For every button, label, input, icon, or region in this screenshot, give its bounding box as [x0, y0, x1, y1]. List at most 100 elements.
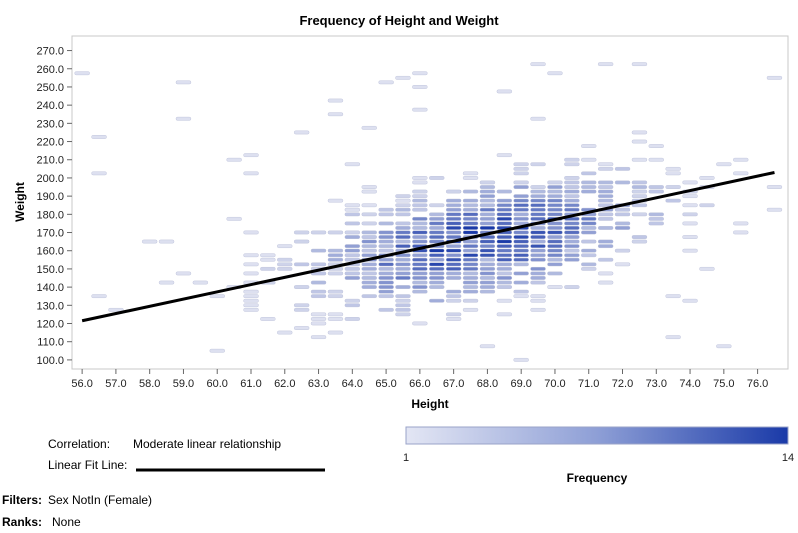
heatmap-cell — [733, 221, 749, 226]
heatmap-cell — [395, 239, 411, 244]
x-tick-label: 58.0 — [139, 378, 160, 390]
heatmap-cell — [260, 317, 276, 321]
y-tick-label: 100.0 — [36, 355, 64, 367]
chart-title: Frequency of Height and Weight — [299, 13, 499, 28]
heatmap-cell — [361, 294, 377, 298]
heatmap-cell — [479, 289, 496, 294]
plot-area-frame — [71, 35, 789, 370]
heatmap-cell — [462, 221, 479, 226]
heatmap-cell — [682, 298, 698, 303]
heatmap-cell — [530, 203, 546, 208]
heatmap-cell — [108, 308, 124, 312]
heatmap-cell — [462, 216, 479, 221]
heatmap-cell — [631, 130, 648, 135]
heatmap-cell — [631, 62, 648, 66]
heatmap-cell — [648, 185, 664, 189]
heatmap-cell — [294, 308, 310, 312]
heatmap-cell — [462, 176, 479, 180]
heatmap-cell — [547, 226, 563, 230]
heatmap-cell — [513, 253, 529, 258]
heatmap-cell — [513, 180, 529, 185]
heatmap-cell — [361, 230, 377, 235]
heatmap-cell — [158, 280, 175, 285]
y-tick-label: 260.0 — [36, 64, 64, 76]
heatmap-cell — [310, 317, 327, 321]
heatmap-cell — [496, 285, 512, 289]
heatmap-cell — [598, 203, 614, 208]
heatmap-cell — [395, 308, 411, 312]
heatmap-cell — [395, 262, 411, 267]
heatmap-cell — [243, 230, 259, 235]
heatmap-cell — [766, 75, 783, 80]
y-tick-label: 190.0 — [36, 191, 64, 203]
y-tick-label: 270.0 — [36, 46, 64, 58]
heatmap-cell — [513, 289, 529, 294]
heatmap-cell — [378, 80, 394, 85]
x-tick-label: 59.0 — [173, 378, 194, 390]
gradient-max-label: 14 — [782, 452, 794, 464]
heatmap-cell — [192, 280, 208, 285]
correlation-value: Moderate linear relationship — [133, 437, 282, 451]
heatmap-cell — [327, 317, 344, 321]
heatmap-cell — [378, 230, 394, 235]
heatmap-cell — [361, 212, 377, 217]
heatmap-cell — [530, 216, 546, 221]
heatmap-cell — [327, 257, 344, 262]
heatmap-cell — [682, 180, 698, 185]
heatmap-cell — [479, 271, 496, 276]
heatmap-cell — [733, 157, 749, 162]
heatmap-cell — [361, 262, 377, 267]
heatmap-cell — [175, 80, 192, 85]
heatmap-cell — [513, 162, 529, 167]
heatmap-cell — [412, 230, 428, 235]
heatmap-cell — [344, 276, 360, 280]
heatmap-cell — [530, 280, 546, 285]
heatmap-cell — [209, 348, 225, 353]
heatmap-cell — [395, 212, 411, 217]
ranks-value: None — [52, 515, 81, 529]
heatmap-cell — [294, 326, 310, 330]
heatmap-cell — [361, 271, 377, 276]
heatmap-cell — [446, 262, 462, 267]
heatmap-cell — [547, 185, 563, 189]
x-tick-label: 70.0 — [544, 378, 565, 390]
heatmap-cell — [479, 280, 496, 285]
heatmap-cell — [682, 194, 698, 198]
y-tick-label: 240.0 — [36, 100, 64, 112]
y-tick-label: 200.0 — [36, 173, 64, 185]
heatmap-cell — [716, 162, 732, 167]
heatmap-cell — [310, 294, 327, 298]
heatmap-cell — [648, 157, 664, 162]
heatmap-cell — [395, 198, 411, 203]
heatmap-cell — [310, 262, 327, 267]
heatmap-cell — [631, 157, 648, 162]
heatmap-cell — [598, 166, 614, 171]
heatmap-cell — [530, 212, 546, 217]
heatmap-cell — [513, 198, 529, 203]
heatmap-cell — [479, 203, 496, 208]
heatmap-cell — [310, 280, 327, 285]
heatmap-cell — [412, 194, 428, 198]
heatmap-cell — [547, 189, 563, 194]
heatmap-cell — [446, 244, 462, 248]
heatmap-cell — [513, 194, 529, 198]
heatmap-cell — [429, 216, 445, 221]
heatmap-cell — [564, 253, 580, 258]
heatmap-cell — [564, 257, 580, 262]
heatmap-cell — [446, 216, 462, 221]
heatmap-cell — [665, 171, 681, 176]
heatmap-cell — [243, 303, 259, 308]
heatmap-cell — [631, 212, 648, 217]
heatmap-cell — [429, 276, 445, 280]
heatmap-cell — [581, 189, 597, 194]
heatmap-cell — [598, 244, 614, 248]
heatmap-cell — [598, 239, 614, 244]
heatmap-cell — [462, 257, 479, 262]
heatmap-cell — [513, 221, 529, 226]
heatmap-cell — [462, 226, 479, 230]
heatmap-cell — [665, 294, 681, 298]
heatmap-cell — [446, 212, 462, 217]
heatmap-cell — [648, 212, 664, 217]
heatmap-cell — [327, 312, 344, 317]
